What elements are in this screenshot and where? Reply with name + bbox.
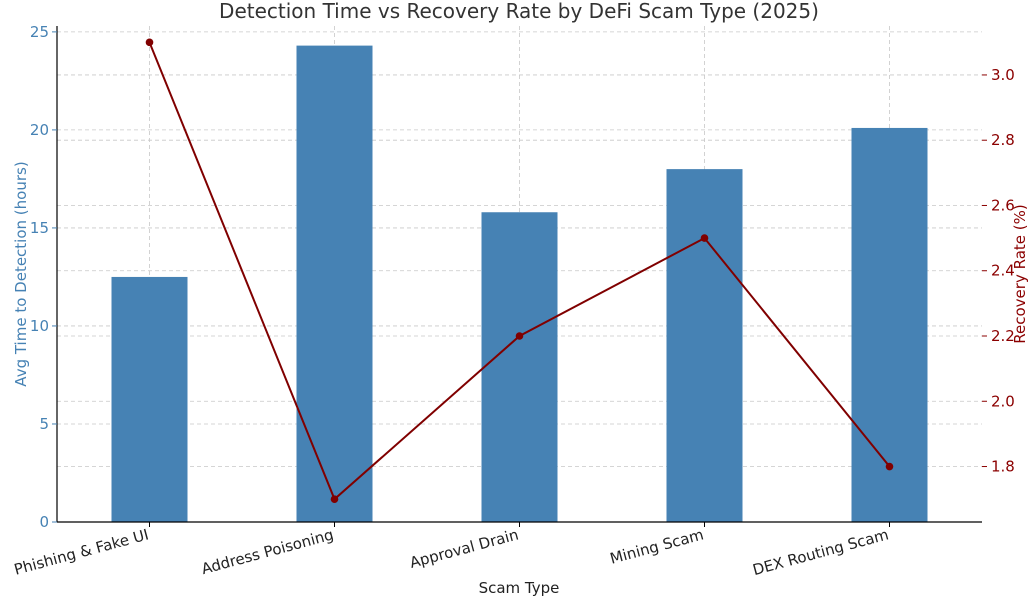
x-tick-label: Phishing & Fake UI	[12, 525, 150, 578]
left-tick-label: 20	[30, 121, 49, 139]
right-tick-label: 2.0	[991, 392, 1015, 410]
bar	[111, 276, 188, 522]
right-axis-ticks: 1.8 2.0 2.2 2.4 2.6 2.8 3.0	[982, 66, 1015, 476]
bar-series	[111, 45, 928, 523]
right-tick-label: 2.2	[991, 327, 1015, 345]
left-axis-ticks: 0 5 10 15 20 25	[30, 23, 57, 531]
x-axis-ticks: Phishing & Fake UI Address Poisoning Appro…	[12, 522, 891, 579]
line-point	[145, 38, 154, 47]
left-tick-label: 0	[39, 513, 49, 531]
bar	[481, 212, 558, 522]
x-axis-title: Scam Type	[479, 579, 560, 597]
y-axis-title: Avg Time to Detection (hours)	[12, 161, 30, 386]
line-point	[330, 495, 339, 503]
x-tick-label: Mining Scam	[608, 525, 706, 567]
line-series	[145, 38, 894, 503]
left-tick-label: 15	[30, 219, 49, 237]
x-tick-label: DEX Routing Scam	[751, 525, 891, 579]
right-tick-label: 2.6	[991, 196, 1015, 214]
right-tick-label: 2.8	[991, 131, 1015, 149]
right-tick-label: 2.4	[991, 262, 1015, 280]
right-tick-label: 1.8	[991, 458, 1015, 476]
bar	[851, 127, 928, 522]
bar	[666, 169, 743, 522]
left-tick-label: 5	[39, 415, 49, 433]
line-point	[885, 462, 894, 471]
left-tick-label: 25	[30, 23, 49, 41]
bar	[296, 45, 373, 523]
y2-axis-title: Recovery Rate (%)	[1011, 204, 1029, 343]
x-tick-label: Address Poisoning	[199, 525, 335, 578]
line-point	[515, 332, 524, 340]
left-tick-label: 10	[30, 317, 49, 335]
chart-title: Detection Time vs Recovery Rate by DeFi …	[219, 0, 819, 23]
x-tick-label: Approval Drain	[408, 525, 521, 571]
right-tick-label: 3.0	[991, 66, 1015, 84]
line-point	[700, 234, 709, 242]
